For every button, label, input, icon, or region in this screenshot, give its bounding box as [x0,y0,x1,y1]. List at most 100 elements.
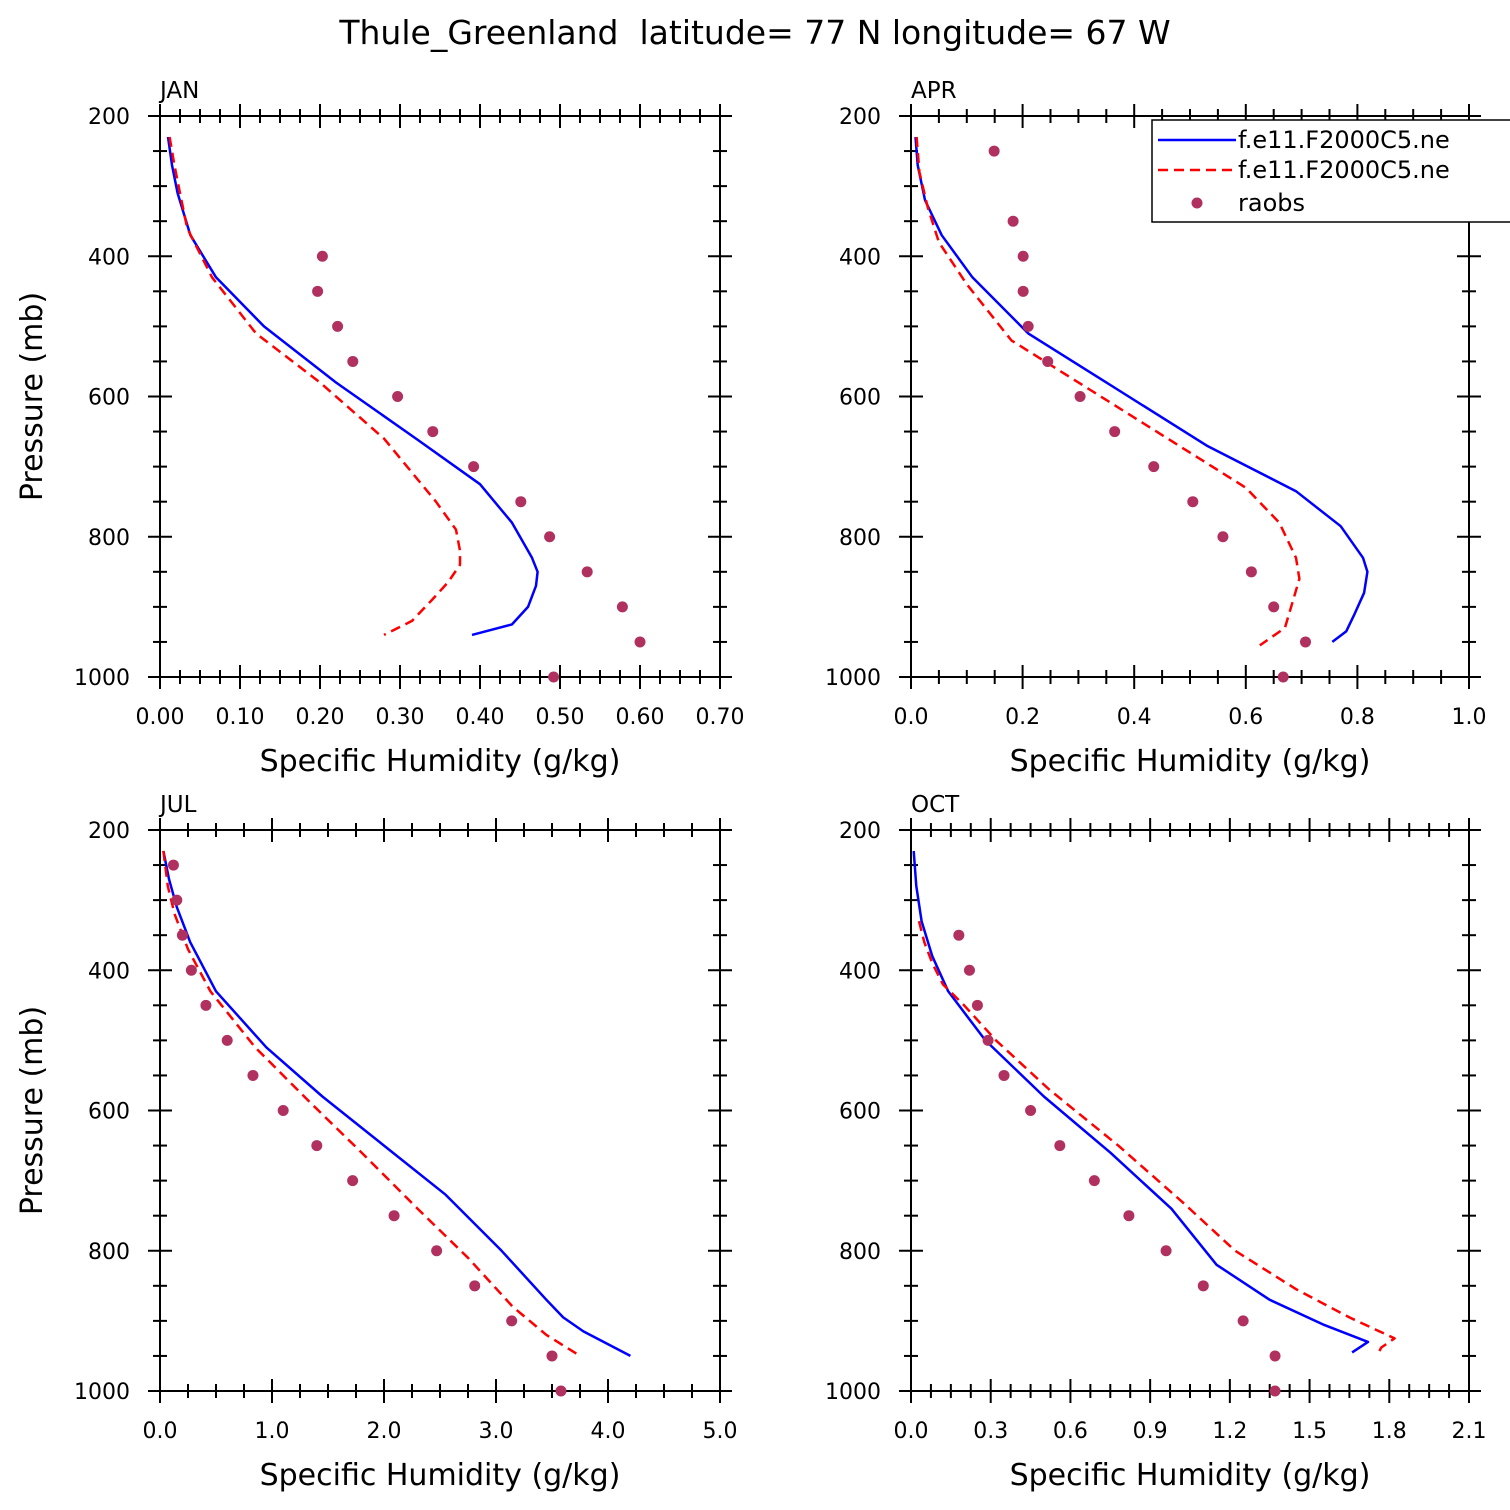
raobs-point [555,1385,567,1397]
x-tick-label: 1.2 [1212,1419,1247,1444]
raobs-point [427,426,439,438]
y-tick-label: 200 [88,105,130,130]
y-tick-label: 200 [839,819,881,844]
raobs-point [1148,461,1160,473]
raobs-point [431,1245,443,1257]
x-axis-label: Specific Humidity (g/kg) [260,744,621,779]
raobs-point [515,496,527,508]
raobs-point [332,320,344,332]
raobs-point [1088,1175,1100,1187]
raobs-point [1042,355,1054,367]
y-tick-label: 400 [839,245,881,270]
x-tick-label: 2.0 [367,1419,402,1444]
y-tick-label: 600 [88,386,130,411]
y-tick-label: 1000 [74,666,130,691]
panel-title: OCT [911,792,960,818]
raobs-point [247,1069,259,1081]
y-tick-label: 600 [88,1100,130,1125]
raobs-point [998,1069,1010,1081]
legend-label: f.e11.F2000C5.ne [1238,126,1450,154]
x-axis-label: Specific Humidity (g/kg) [1010,744,1371,779]
x-tick-label: 0.40 [456,705,505,730]
x-tick-label: 1.8 [1372,1419,1407,1444]
y-tick-label: 800 [88,1240,130,1265]
raobs-point [1277,671,1289,683]
x-tick-label: 2.1 [1452,1419,1487,1444]
raobs-point [953,929,965,941]
raobs-point [185,964,197,976]
plot-frame [159,115,721,678]
raobs-point [1269,1350,1281,1362]
panel-title: JAN [158,78,199,104]
x-tick-label: 1.0 [255,1419,290,1444]
raobs-point [311,1140,323,1152]
x-tick-label: 3.0 [479,1419,514,1444]
x-tick-label: 0.0 [894,1419,929,1444]
x-axis-label: Specific Humidity (g/kg) [1010,1458,1371,1493]
panel-title: APR [911,78,957,104]
raobs-point [1054,1140,1066,1152]
y-tick-label: 200 [88,819,130,844]
raobs-point [1269,1385,1281,1397]
legend-label: raobs [1238,189,1305,217]
legend-label: f.e11.F2000C5.ne [1238,156,1450,184]
raobs-point [988,145,1000,157]
y-axis-label: Pressure (mb) [15,1006,50,1215]
series-line-dashed [917,920,1396,1353]
y-tick-label: 1000 [74,1380,130,1405]
raobs-point [176,929,188,941]
raobs-point [546,1350,558,1362]
raobs-point [1197,1280,1209,1292]
series-line-dashed [915,136,1301,647]
figure-title: Thule_Greenland latitude= 77 N longitude… [338,13,1170,52]
panel-apr: APR 0.0 0.2 0.4 0.6 0.8 1.0 200 400 600 800 1000 Spe… [825,78,1487,779]
raobs-point [312,285,324,297]
series-line-solid [914,136,1369,643]
raobs-point [1123,1210,1135,1222]
x-tick-label: 0.6 [1228,705,1263,730]
raobs-point [616,601,628,613]
raobs-point [1022,320,1034,332]
x-tick-label: 0.8 [1340,705,1375,730]
raobs-point [548,671,560,683]
raobs-point [544,531,556,543]
y-tick-label: 1000 [825,1380,881,1405]
panel-jan: JAN 0.00 0.10 0.20 0.30 0.40 0.50 0.60 0.70 200 40… [15,78,744,779]
x-tick-label: 5.0 [703,1419,738,1444]
plot-frame [159,829,721,1392]
x-tick-label: 0.10 [216,705,265,730]
raobs-point [1007,215,1019,227]
raobs-point [1017,250,1029,262]
raobs-point [388,1210,400,1222]
y-tick-label: 800 [88,526,130,551]
y-tick-label: 400 [839,959,881,984]
x-tick-label: 0.70 [696,705,745,730]
raobs-point [200,999,212,1011]
raobs-point [581,566,593,578]
x-tick-label: 0.2 [1005,705,1040,730]
x-tick-label: 0.60 [616,705,665,730]
y-tick-label: 200 [839,105,881,130]
raobs-point [316,250,328,262]
series-line-solid [162,850,631,1358]
y-tick-label: 800 [839,526,881,551]
x-tick-label: 0.6 [1053,1419,1088,1444]
y-tick-label: 400 [88,959,130,984]
raobs-point [1017,285,1029,297]
raobs-point [506,1315,518,1327]
raobs-point [963,964,975,976]
raobs-point [468,461,480,473]
raobs-point [1187,496,1199,508]
x-tick-label: 0.4 [1117,705,1152,730]
x-tick-label: 0.0 [143,1419,178,1444]
y-tick-label: 800 [839,1240,881,1265]
series-line-dashed [162,850,581,1357]
x-tick-label: 0.0 [894,705,929,730]
x-tick-label: 0.50 [536,705,585,730]
raobs-point [971,999,983,1011]
series-line-solid [166,136,539,637]
raobs-point [221,1034,233,1046]
x-axis-label: Specific Humidity (g/kg) [260,1458,621,1493]
plot-frame [910,829,1470,1392]
y-tick-label: 400 [88,245,130,270]
